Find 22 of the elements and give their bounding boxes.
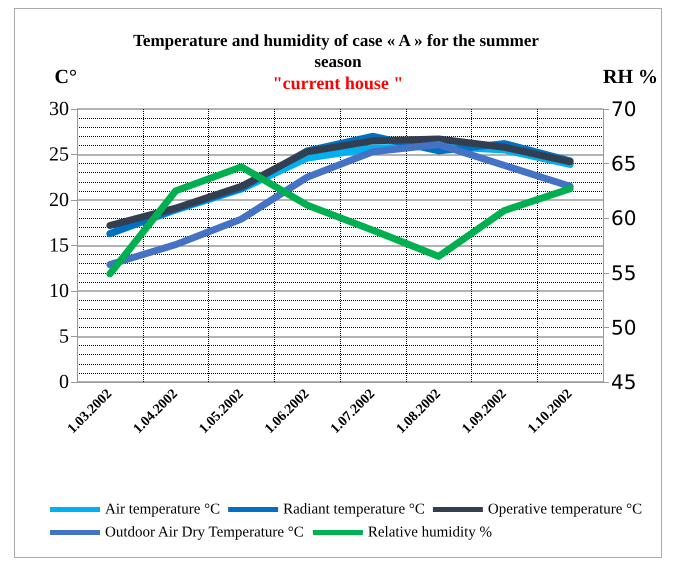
y2-tick-label: 70 <box>611 97 636 121</box>
y2-tick-label: 50 <box>611 315 636 340</box>
y-tick-label: 5 <box>59 326 69 348</box>
y2-tick-label: 45 <box>611 370 636 394</box>
y-tick-label: 25 <box>49 144 69 166</box>
y2-tick-label: 65 <box>611 152 636 176</box>
y-tick-label: 20 <box>49 189 69 211</box>
legend-label: Radiant temperature °C <box>283 502 425 518</box>
y2-axis-title: RH % <box>603 66 658 88</box>
y2-tick-label: 60 <box>611 206 636 230</box>
y2-tick-label: 55 <box>611 260 636 285</box>
y-tick-label: 0 <box>59 371 69 393</box>
chart-subtitle: "current house " <box>272 73 404 93</box>
chart-title: Temperature and humidity of case « A » for the summer season <box>133 31 543 71</box>
legend-label: Operative temperature °C <box>488 502 642 518</box>
y-tick-label: 30 <box>49 98 69 120</box>
y-axis-title: C° <box>54 66 77 88</box>
legend-label: Air temperature °C <box>105 502 220 518</box>
y-tick-label: 10 <box>49 280 69 302</box>
legend-label: Outdoor Air Dry Temperature °C <box>105 524 304 540</box>
y-tick-label: 15 <box>49 234 69 256</box>
legend-label: Relative humidity % <box>368 524 492 540</box>
